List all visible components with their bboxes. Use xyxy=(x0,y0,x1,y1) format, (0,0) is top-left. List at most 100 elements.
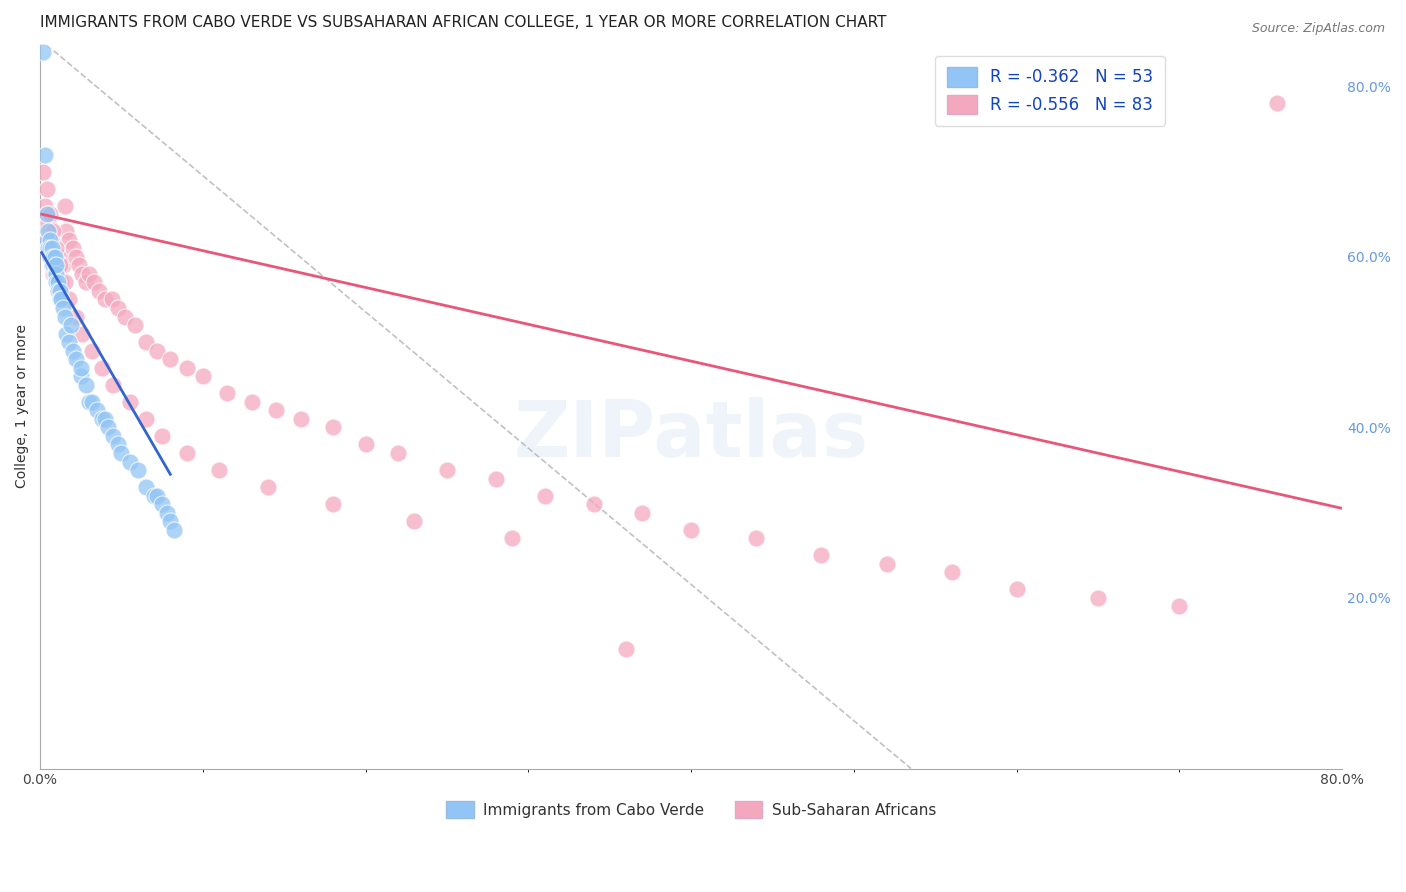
Point xyxy=(65,310,87,324)
Point xyxy=(48,293,70,307)
Point xyxy=(124,318,146,332)
Point xyxy=(60,318,83,332)
Point xyxy=(45,276,67,290)
Point xyxy=(48,259,70,273)
Point xyxy=(1087,591,1109,605)
Y-axis label: College, 1 year or more: College, 1 year or more xyxy=(15,324,30,488)
Point xyxy=(53,276,76,290)
Point xyxy=(77,267,100,281)
Point xyxy=(941,566,963,580)
Point xyxy=(87,284,110,298)
Point xyxy=(143,489,166,503)
Point xyxy=(107,301,129,315)
Point xyxy=(51,293,73,307)
Point xyxy=(52,259,75,273)
Point xyxy=(44,267,66,281)
Point xyxy=(35,233,58,247)
Point xyxy=(41,259,63,273)
Point xyxy=(94,293,117,307)
Point xyxy=(69,369,91,384)
Point xyxy=(159,352,181,367)
Point xyxy=(127,463,149,477)
Point xyxy=(876,557,898,571)
Point xyxy=(94,412,117,426)
Point xyxy=(67,259,90,273)
Point xyxy=(159,514,181,528)
Point xyxy=(118,394,141,409)
Point xyxy=(387,446,409,460)
Point xyxy=(55,326,77,341)
Point xyxy=(146,489,169,503)
Point xyxy=(501,531,523,545)
Point xyxy=(38,250,60,264)
Point xyxy=(533,489,555,503)
Point xyxy=(150,429,173,443)
Point xyxy=(53,310,76,324)
Point xyxy=(65,250,87,264)
Point xyxy=(62,343,84,358)
Point xyxy=(582,497,605,511)
Point xyxy=(103,429,125,443)
Point xyxy=(34,199,56,213)
Point xyxy=(100,293,122,307)
Point xyxy=(135,412,157,426)
Point xyxy=(107,437,129,451)
Point xyxy=(58,293,80,307)
Point xyxy=(38,207,60,221)
Point xyxy=(41,233,63,247)
Point xyxy=(34,147,56,161)
Point xyxy=(217,386,239,401)
Point xyxy=(103,377,125,392)
Point xyxy=(62,241,84,255)
Point xyxy=(65,352,87,367)
Point xyxy=(75,276,97,290)
Point xyxy=(45,259,67,273)
Point xyxy=(37,224,59,238)
Point xyxy=(38,224,60,238)
Point xyxy=(82,343,104,358)
Point xyxy=(110,446,132,460)
Point xyxy=(32,45,55,60)
Point xyxy=(191,369,214,384)
Point xyxy=(42,250,65,264)
Point xyxy=(91,412,114,426)
Point xyxy=(69,360,91,375)
Point xyxy=(485,472,508,486)
Point xyxy=(55,224,77,238)
Point xyxy=(208,463,231,477)
Point xyxy=(1168,599,1191,614)
Point xyxy=(1005,582,1028,597)
Point xyxy=(42,241,65,255)
Point xyxy=(42,259,65,273)
Point xyxy=(37,216,59,230)
Point xyxy=(681,523,703,537)
Point xyxy=(35,207,58,221)
Point xyxy=(38,233,60,247)
Point xyxy=(156,506,179,520)
Point xyxy=(45,267,67,281)
Point xyxy=(146,343,169,358)
Point xyxy=(745,531,768,545)
Point xyxy=(83,276,105,290)
Point xyxy=(53,199,76,213)
Point xyxy=(37,241,59,255)
Point xyxy=(72,267,94,281)
Point xyxy=(135,480,157,494)
Point xyxy=(91,360,114,375)
Point xyxy=(45,259,67,273)
Point xyxy=(41,241,63,255)
Point xyxy=(614,642,637,657)
Point xyxy=(240,394,263,409)
Point xyxy=(35,181,58,195)
Point xyxy=(45,241,67,255)
Point xyxy=(631,506,654,520)
Point xyxy=(436,463,458,477)
Point xyxy=(51,276,73,290)
Text: Source: ZipAtlas.com: Source: ZipAtlas.com xyxy=(1251,22,1385,36)
Point xyxy=(404,514,426,528)
Point xyxy=(176,446,198,460)
Point xyxy=(41,259,63,273)
Point xyxy=(72,326,94,341)
Point xyxy=(48,250,70,264)
Point xyxy=(46,284,69,298)
